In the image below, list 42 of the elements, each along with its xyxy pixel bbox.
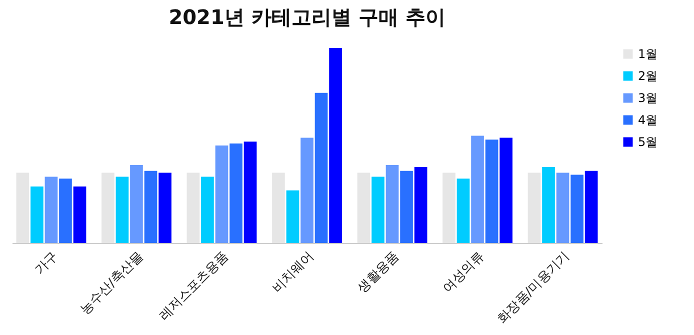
legend-label: 2월 xyxy=(638,69,658,83)
bar xyxy=(186,172,200,243)
bar xyxy=(73,186,86,243)
bar xyxy=(272,172,285,243)
bar xyxy=(244,142,257,243)
bar xyxy=(556,172,570,243)
bar xyxy=(30,186,44,243)
legend-label: 4월 xyxy=(638,113,658,127)
bar xyxy=(357,172,370,243)
bar xyxy=(456,178,470,243)
legend-label: 1월 xyxy=(638,47,658,61)
bar xyxy=(130,165,143,243)
bar xyxy=(400,170,413,243)
bar xyxy=(570,174,584,243)
bar xyxy=(144,170,158,243)
bar xyxy=(300,138,314,243)
chart-title: 2021년 카테고리별 구매 추이 xyxy=(168,5,446,29)
bar xyxy=(528,172,541,243)
bar xyxy=(158,172,172,243)
bar xyxy=(386,165,399,243)
bar xyxy=(471,136,484,243)
bar xyxy=(442,172,456,243)
bar xyxy=(116,176,129,243)
bar xyxy=(329,48,342,243)
bar xyxy=(414,166,428,243)
bar xyxy=(201,176,214,243)
bar xyxy=(584,170,598,243)
bar xyxy=(230,144,242,243)
bar xyxy=(286,190,300,243)
legend-label: 3월 xyxy=(638,91,658,105)
x-tick-label: 가구 xyxy=(32,248,62,278)
bar xyxy=(500,138,512,243)
bar xyxy=(542,166,555,243)
bar xyxy=(372,176,384,243)
legend-label: 5월 xyxy=(638,135,658,149)
bar xyxy=(102,172,114,243)
bar xyxy=(44,176,58,243)
bar xyxy=(59,178,72,243)
bar xyxy=(16,172,30,243)
bar xyxy=(485,140,498,243)
bar xyxy=(314,92,328,243)
bar xyxy=(215,146,228,243)
